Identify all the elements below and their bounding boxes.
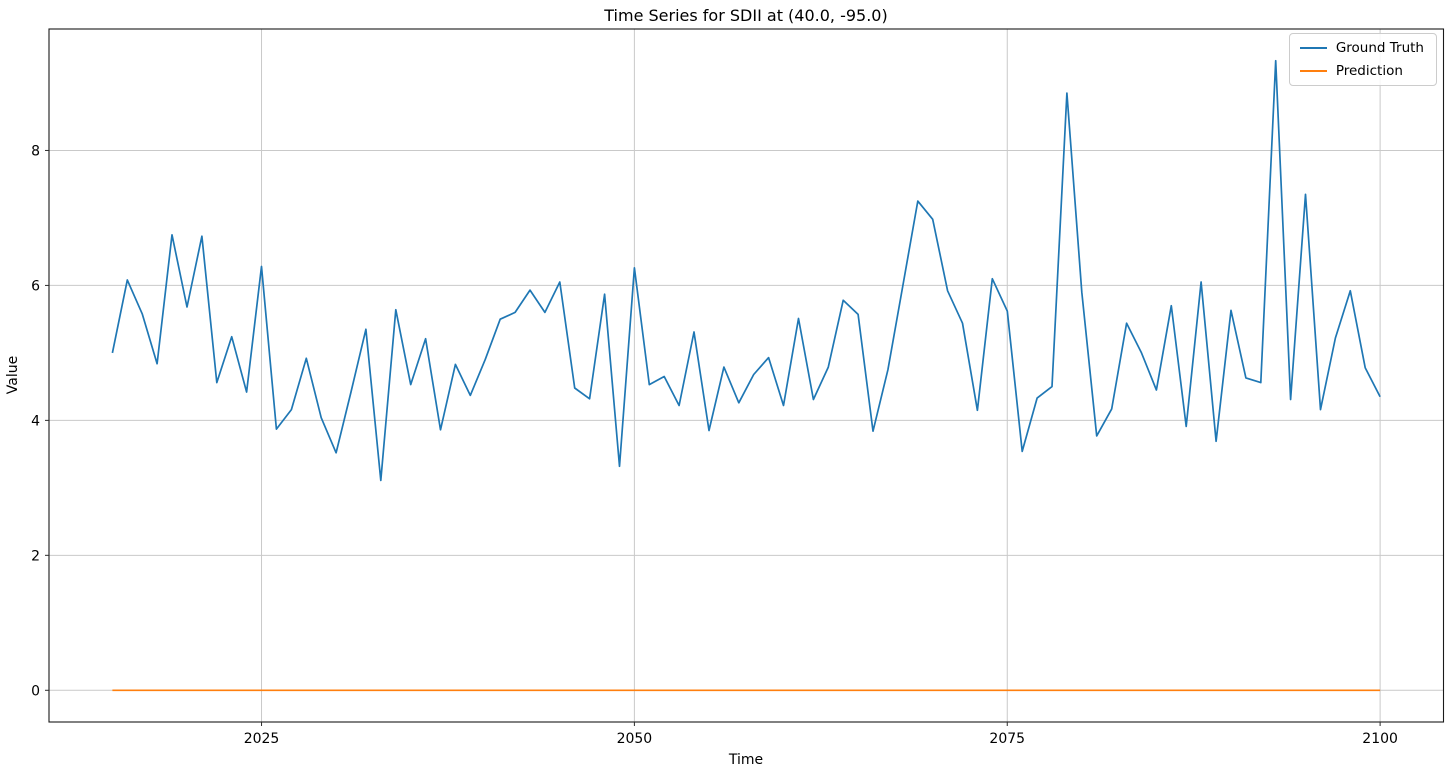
y-tick-label: 4 — [31, 413, 40, 429]
y-tick-label: 2 — [31, 548, 40, 564]
y-tick-label: 6 — [31, 278, 40, 294]
legend-item-ground-truth: Ground Truth — [1299, 40, 1424, 56]
x-tick-label: 2025 — [244, 731, 280, 747]
tick-layer: 2025 2050 2075 2100 0 2 4 6 8 — [31, 143, 1398, 747]
legend-item-prediction: Prediction — [1299, 63, 1424, 80]
y-tick-label: 0 — [31, 683, 40, 699]
grid-layer — [49, 29, 1444, 722]
plot-border — [48, 28, 1445, 723]
x-tick-label: 2075 — [989, 731, 1025, 747]
ground-truth-line-swatch-icon — [1299, 47, 1327, 50]
y-axis-label: Value — [5, 356, 21, 394]
legend-label-prediction: Prediction — [1335, 63, 1403, 80]
legend-label-ground-truth: Ground Truth — [1335, 40, 1424, 56]
legend: Ground Truth Prediction — [1288, 33, 1437, 87]
x-tick-label: 2050 — [617, 731, 653, 747]
x-axis-label: Time — [728, 752, 763, 768]
series-layer — [111, 59, 1381, 692]
ground-truth-line — [111, 59, 1381, 482]
chart-title: Time Series for SDII at (40.0, -95.0) — [603, 6, 887, 25]
y-tick-label: 8 — [31, 143, 40, 159]
prediction-line-swatch-icon — [1299, 70, 1327, 73]
x-tick-label: 2100 — [1362, 731, 1398, 747]
